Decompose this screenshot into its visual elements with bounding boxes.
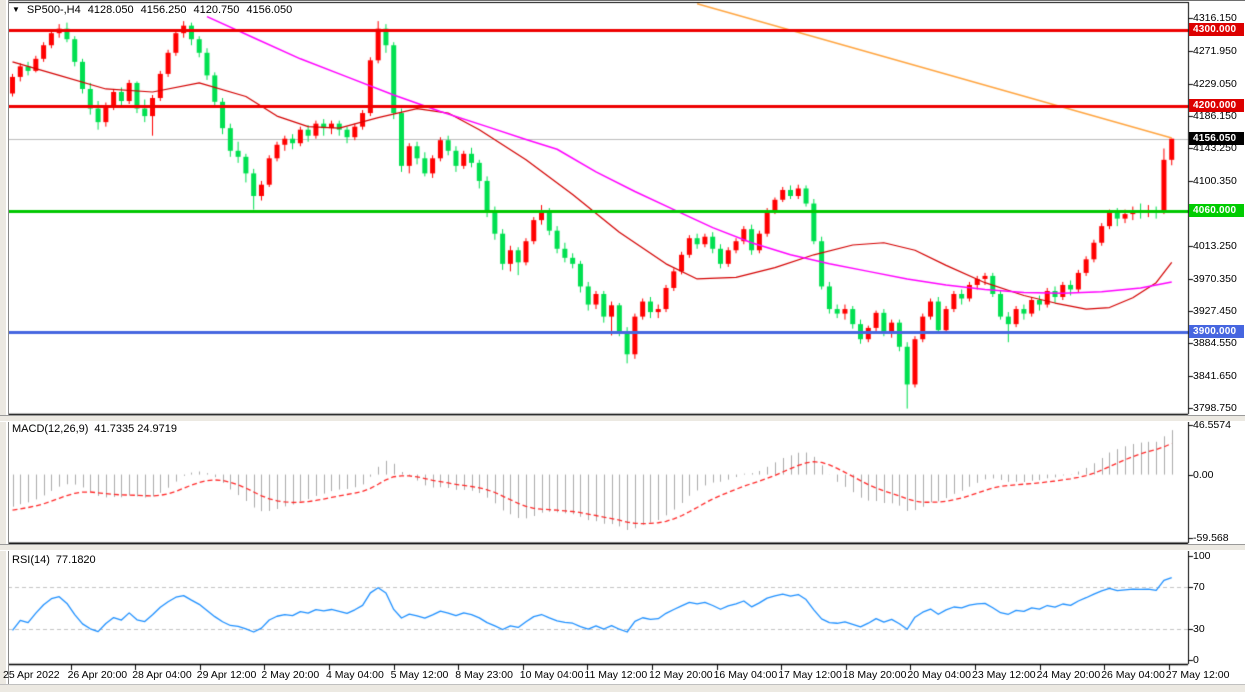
price-tick-label: 3927.450 bbox=[1193, 304, 1237, 317]
window-left-edge bbox=[0, 0, 9, 692]
date-tick-label: 24 May 20:00 bbox=[1036, 669, 1101, 681]
rsi-tick-label: 100 bbox=[1193, 550, 1211, 562]
window-bottom-edge bbox=[0, 684, 1245, 692]
price-level-badge: 4060.000 bbox=[1189, 204, 1244, 218]
date-tick-label: 26 May 04:00 bbox=[1101, 669, 1165, 681]
date-tick-label: 4 May 04:00 bbox=[326, 669, 384, 681]
date-tick-label: 29 Apr 12:00 bbox=[196, 669, 257, 681]
date-tick-label: 16 May 04:00 bbox=[713, 669, 778, 681]
rsi-tick-label: 30 bbox=[1193, 622, 1205, 635]
price-level-badge: 4200.000 bbox=[1189, 98, 1244, 112]
date-tick-label: 27 May 12:00 bbox=[1165, 669, 1230, 681]
price-tick-label: 4316.150 bbox=[1193, 12, 1237, 24]
date-tick-label: 23 May 12:00 bbox=[972, 669, 1036, 681]
macd-tick-label: 0.00 bbox=[1193, 468, 1214, 481]
current-price-badge: 4156.050 bbox=[1189, 131, 1244, 145]
date-tick-label: 25 Apr 2022 bbox=[3, 669, 60, 681]
date-tick-label: 10 May 04:00 bbox=[519, 669, 584, 681]
macd-tick-label: 46.5574 bbox=[1193, 419, 1231, 431]
date-tick-label: 28 Apr 04:00 bbox=[132, 669, 192, 681]
price-tick-label: 3970.350 bbox=[1193, 272, 1237, 285]
macd-tick-label: -59.568 bbox=[1193, 532, 1229, 544]
symbol-dropdown-icon[interactable]: ▼ bbox=[12, 5, 20, 14]
price-tick-label: 3798.750 bbox=[1193, 402, 1237, 414]
macd-indicator-label: MACD(12,26,9) 41.7335 24.9719 bbox=[12, 423, 177, 435]
price-tick-label: 4013.250 bbox=[1193, 240, 1237, 253]
rsi-value: 77.1820 bbox=[55, 554, 96, 566]
price-tick-label: 4143.250 bbox=[1193, 142, 1237, 155]
date-tick-label: 17 May 12:00 bbox=[778, 669, 842, 681]
date-tick-label: 8 May 23:00 bbox=[455, 669, 513, 681]
rsi-tick-label: 70 bbox=[1193, 581, 1205, 594]
price-tick-label: 4100.350 bbox=[1193, 174, 1237, 187]
ohlc-close: 4156.050 bbox=[246, 4, 293, 16]
macd-values: 41.7335 24.9719 bbox=[94, 423, 178, 435]
date-tick-label: 12 May 20:00 bbox=[649, 669, 713, 681]
rsi-tick-label: 0 bbox=[1193, 654, 1199, 666]
date-tick-label: 11 May 12:00 bbox=[584, 669, 648, 681]
panel-splitter-rsi[interactable] bbox=[0, 544, 1245, 551]
rsi-name: RSI(14) bbox=[12, 554, 50, 566]
rsi-indicator-label: RSI(14) 77.1820 bbox=[12, 554, 96, 566]
date-tick-label: 5 May 12:00 bbox=[390, 669, 449, 681]
price-tick-label: 4271.950 bbox=[1193, 45, 1237, 58]
price-level-badge: 4300.000 bbox=[1189, 23, 1244, 37]
price-tick-label: 3841.650 bbox=[1193, 369, 1237, 382]
date-tick-label: 2 May 20:00 bbox=[261, 669, 320, 681]
ohlc-high: 4156.250 bbox=[140, 4, 187, 16]
price-tick-label: 4229.050 bbox=[1193, 77, 1237, 90]
price-level-badge: 3900.000 bbox=[1189, 324, 1244, 338]
date-tick-label: 18 May 20:00 bbox=[842, 669, 907, 681]
price-tick-label: 4186.150 bbox=[1193, 109, 1237, 122]
ohlc-low: 4120.750 bbox=[193, 4, 240, 16]
ohlc-open: 4128.050 bbox=[87, 4, 134, 16]
date-tick-label: 20 May 04:00 bbox=[907, 669, 972, 681]
date-tick-label: 26 Apr 20:00 bbox=[67, 669, 128, 681]
symbol-title: SP500-,H4 bbox=[26, 4, 81, 16]
panel-splitter-macd[interactable] bbox=[0, 415, 1245, 422]
price-tick-label: 3884.550 bbox=[1193, 337, 1237, 350]
ohlc-titlebar: ▼ SP500-,H4 4128.050 4156.250 4120.750 4… bbox=[12, 4, 292, 16]
window-top-border bbox=[0, 0, 1245, 1]
macd-name: MACD(12,26,9) bbox=[12, 423, 89, 435]
